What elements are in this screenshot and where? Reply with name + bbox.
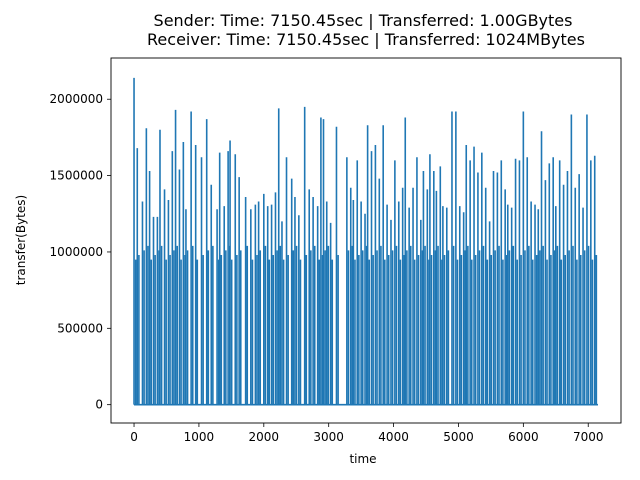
chart-subtitle: Receiver: Time: 7150.45sec | Transferred… [147,30,585,49]
x-tick-label: 0 [130,430,138,444]
y-axis-ticks: 0 500000 1000000 1500000 2000000 [50,92,111,412]
x-tick-label: 1000 [184,430,215,444]
x-tick-label: 2000 [249,430,280,444]
x-tick-label: 7000 [573,430,604,444]
y-tick-label: 1000000 [50,245,103,259]
x-tick-label: 6000 [508,430,539,444]
x-tick-label: 3000 [313,430,344,444]
y-tick-label: 0 [95,398,103,412]
chart-title: Sender: Time: 7150.45sec | Transferred: … [154,11,573,30]
y-tick-label: 2000000 [50,92,103,106]
y-axis-label: transfer(Bytes) [14,195,28,285]
y-tick-label: 500000 [57,321,103,335]
x-tick-label: 4000 [378,430,409,444]
plot-frame [110,57,622,424]
plot-area [110,57,622,424]
x-axis-label: time [349,452,376,466]
x-axis-ticks: 0 1000 2000 3000 4000 5000 6000 7000 [130,423,604,444]
y-tick-label: 1500000 [50,169,103,183]
x-tick-label: 5000 [443,430,474,444]
